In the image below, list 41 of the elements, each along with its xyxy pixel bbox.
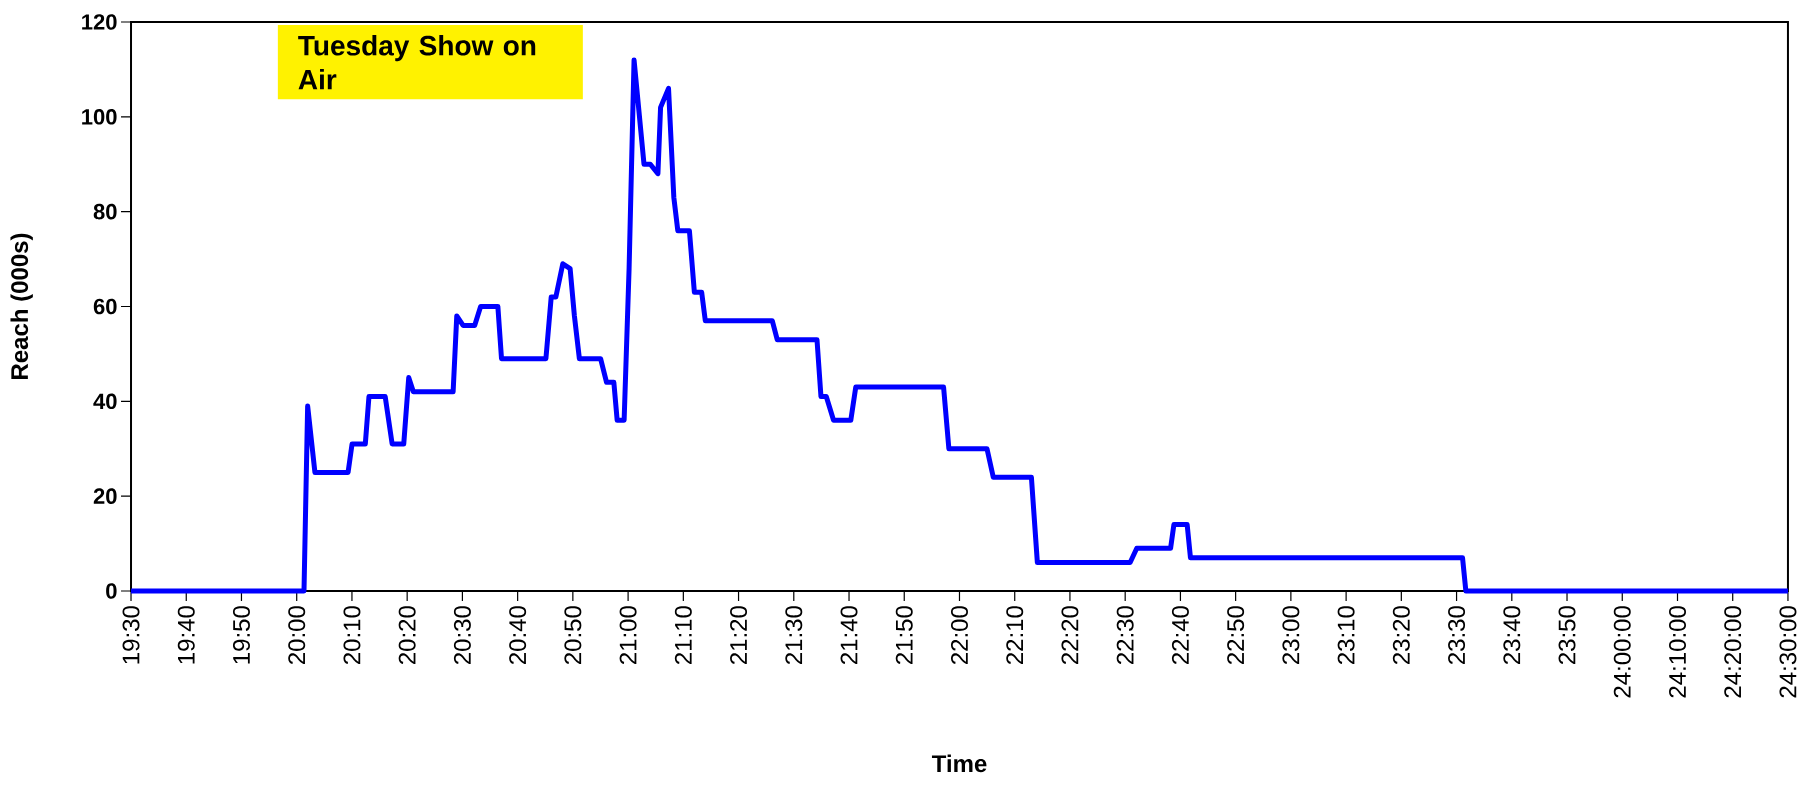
- x-tick-label: 21:30: [785, 606, 803, 665]
- x-tick-label: 23:30: [1448, 606, 1466, 665]
- x-tick-label: 19:30: [122, 606, 140, 664]
- x-tick-label: 22:20: [1061, 606, 1079, 665]
- y-tick-label: 120: [82, 14, 117, 30]
- y-axis-title: Reach (000s): [10, 233, 33, 379]
- y-tick-label: 80: [93, 203, 117, 220]
- x-tick-label: 20:00: [288, 606, 306, 665]
- x-axis-title: Time: [931, 754, 987, 773]
- x-tick-label: 22:40: [1171, 606, 1189, 665]
- y-tick-label: 60: [93, 298, 117, 315]
- x-tick-label: 20:10: [343, 606, 361, 665]
- x-tick-label: 20:30: [453, 606, 471, 665]
- x-tick-label: 22:50: [1227, 606, 1245, 665]
- y-tick-label: 20: [93, 488, 117, 504]
- x-tick-label: 20:40: [509, 606, 527, 665]
- y-tick-label: 100: [82, 109, 117, 125]
- x-tick-label: 19:40: [177, 606, 195, 664]
- x-tick-label: 22:00: [951, 606, 968, 665]
- x-tick-label: 24:10:00: [1669, 606, 1686, 698]
- x-tick-label: 21:50: [895, 606, 913, 665]
- y-tick-label: 0: [106, 583, 117, 599]
- x-tick-label: 21:00: [619, 606, 637, 665]
- x-tick-label: 20:50: [564, 606, 582, 665]
- x-tick-label: 23:10: [1337, 606, 1355, 665]
- x-tick-label: 24:20:00: [1724, 606, 1742, 698]
- x-tick-label: 21:40: [840, 606, 858, 665]
- x-tick-label: 23:40: [1503, 606, 1521, 665]
- x-tick-label: 24:00:00: [1613, 606, 1631, 698]
- x-tick-label: 19:50: [232, 606, 250, 664]
- x-tick-label: 21:10: [674, 606, 692, 665]
- x-tick-label: 22:10: [1006, 606, 1024, 665]
- x-tick-label: 23:50: [1558, 606, 1576, 665]
- x-tick-label: 20:20: [398, 606, 416, 665]
- x-tick-label: 23:00: [1282, 606, 1300, 665]
- x-tick-label: 22:30: [1116, 606, 1134, 665]
- x-tick-label: 24:30:00: [1779, 606, 1797, 698]
- annotation: Tuesday Show on Air: [298, 35, 536, 90]
- y-tick-label: 40: [93, 393, 117, 410]
- x-tick-label: 21:20: [730, 606, 748, 665]
- x-tick-label: 23:20: [1392, 606, 1410, 665]
